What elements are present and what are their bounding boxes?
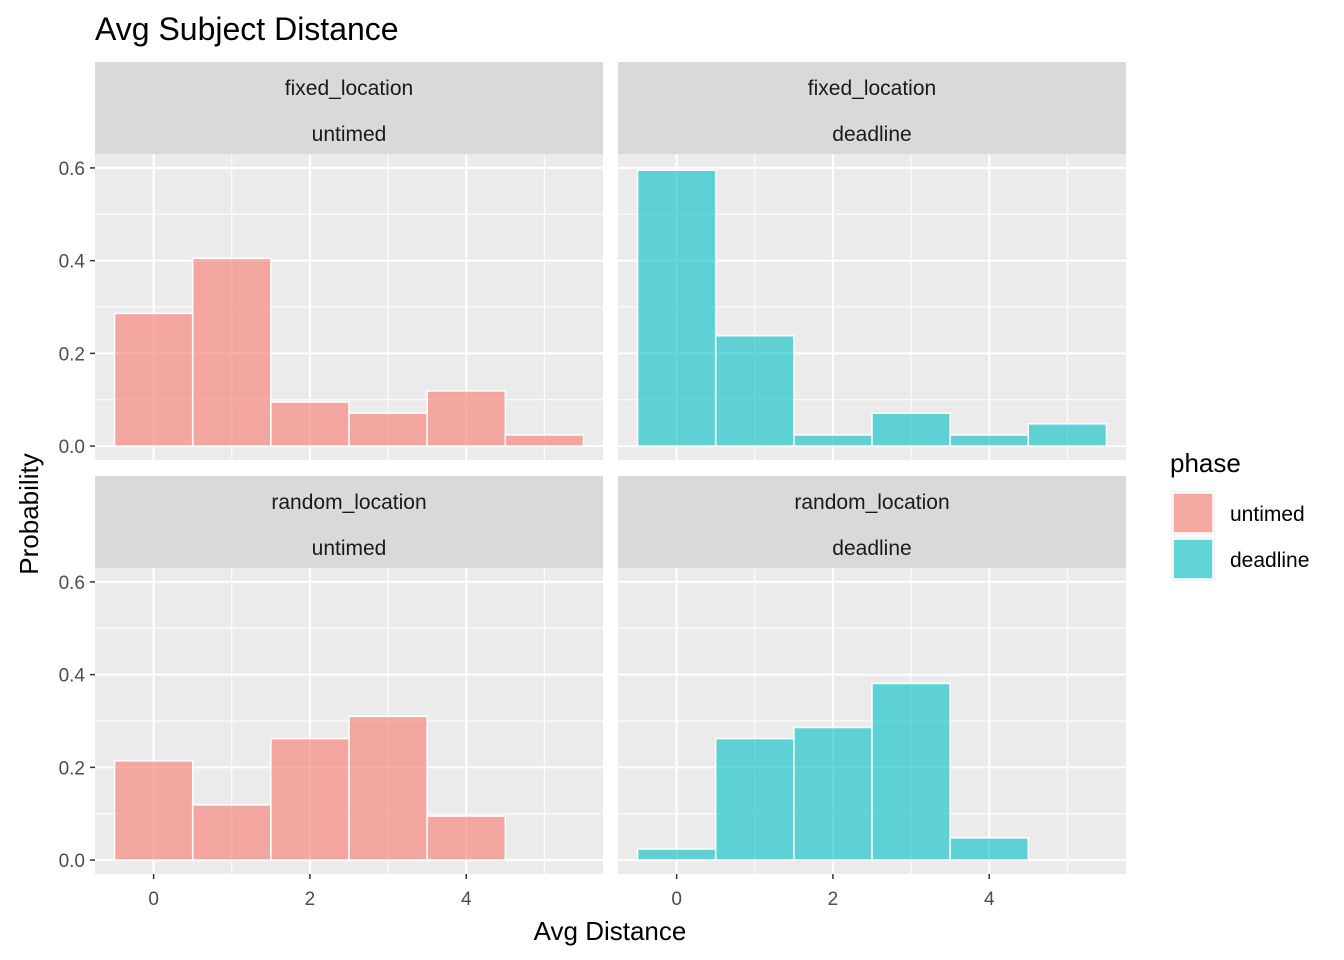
- facet-strip-label: random_location: [794, 491, 949, 514]
- histogram-bar: [113, 760, 194, 861]
- facet-strip: [618, 476, 1126, 568]
- y-tick-label: 0.6: [59, 573, 85, 594]
- legend-label-untimed: untimed: [1230, 503, 1305, 526]
- histogram-bar: [636, 848, 717, 861]
- y-tick-label: 0.4: [59, 252, 86, 273]
- histogram-bar: [949, 434, 1030, 447]
- histogram-bar: [270, 401, 350, 447]
- facet-strip-label: random_location: [271, 491, 426, 514]
- y-tick-label: 0.0: [59, 437, 85, 458]
- facet-panel: fixed_location deadline: [618, 62, 1126, 460]
- y-tick-label: 0.2: [59, 344, 85, 365]
- y-axis-label: Probability: [14, 453, 44, 574]
- facet-strip: [95, 62, 603, 154]
- histogram-bar: [714, 334, 795, 447]
- x-tick-label: 4: [984, 889, 995, 910]
- facet-panels: fixed_locationuntimed0.00.20.40.6fixed_l…: [59, 62, 1126, 910]
- facet-strip: [618, 62, 1126, 154]
- x-tick-label: 4: [461, 889, 472, 910]
- facet-strip-label: fixed_location: [285, 77, 413, 100]
- histogram-bar: [348, 412, 428, 447]
- histogram-bar: [426, 390, 507, 447]
- histogram-bar: [191, 257, 272, 447]
- histogram-bar: [714, 737, 795, 861]
- y-tick-label: 0.0: [59, 851, 85, 872]
- histogram-bar: [871, 682, 951, 861]
- legend: phase untimed deadline: [1170, 448, 1309, 581]
- legend-swatch-untimed: [1172, 492, 1214, 534]
- histogram-bar: [793, 726, 873, 861]
- facet-strip: [95, 476, 603, 568]
- histogram-bar: [1027, 423, 1108, 447]
- facet-strip-label: deadline: [832, 537, 911, 560]
- chart-title: Avg Subject Distance: [95, 11, 399, 47]
- histogram-bar: [793, 434, 873, 447]
- histogram-bar: [348, 715, 428, 861]
- y-tick-label: 0.4: [59, 666, 86, 687]
- legend-label-deadline: deadline: [1230, 549, 1309, 572]
- histogram-bar: [949, 837, 1030, 861]
- x-tick-label: 2: [305, 889, 316, 910]
- legend-swatch-deadline: [1172, 538, 1214, 580]
- histogram-bar: [636, 169, 717, 447]
- x-tick-label: 0: [671, 889, 682, 910]
- facet-strip-label: fixed_location: [808, 77, 936, 100]
- histogram-bar: [871, 412, 951, 447]
- histogram-bar: [270, 737, 350, 861]
- facet-strip-label: untimed: [312, 537, 387, 560]
- x-tick-label: 2: [828, 889, 839, 910]
- histogram-bar: [426, 815, 507, 861]
- facet-strip-label: deadline: [832, 123, 911, 146]
- facet-strip-label: untimed: [312, 123, 387, 146]
- legend-title: phase: [1170, 448, 1241, 478]
- y-tick-label: 0.2: [59, 758, 85, 779]
- y-tick-label: 0.6: [59, 159, 85, 180]
- histogram-bar: [504, 434, 585, 447]
- x-axis-label: Avg Distance: [534, 916, 687, 946]
- x-tick-label: 0: [148, 889, 159, 910]
- facet-panel: random_location deadline 0 2 4: [618, 476, 1126, 910]
- histogram-bar: [113, 312, 194, 447]
- histogram-bar: [191, 804, 272, 861]
